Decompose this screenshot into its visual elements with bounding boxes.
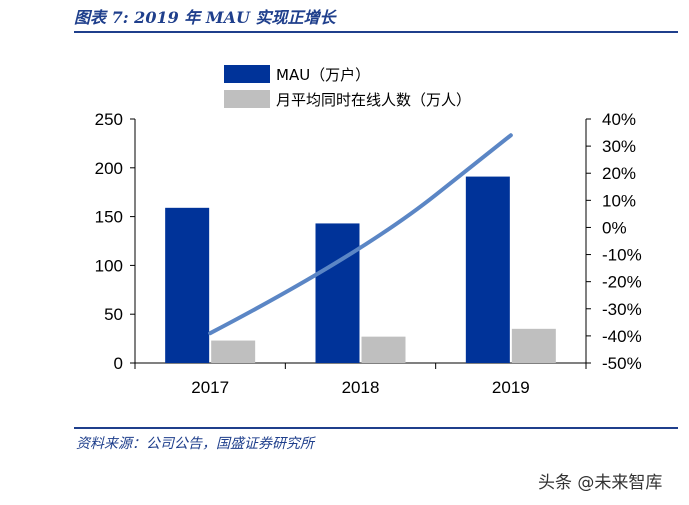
top-rule (74, 31, 678, 33)
right-tick-label: 40% (602, 110, 636, 129)
left-tick-label: 250 (95, 110, 123, 129)
legend-label-mau: MAU（万户） (276, 66, 370, 84)
watermark: 头条 @未来智库 (538, 473, 663, 493)
right-tick-label: -50% (602, 354, 642, 373)
x-tick-label: 2019 (492, 378, 530, 397)
legend-swatch-mau (224, 65, 270, 83)
left-tick-label: 50 (104, 305, 123, 324)
legend-swatch-concurrent (224, 90, 270, 108)
source-note: 资料来源：公司公告，国盛证券研究所 (76, 436, 314, 452)
figure-title: 图表 7: 2019 年 MAU 实现正增长 (74, 8, 336, 27)
left-tick-label: 200 (95, 159, 123, 178)
right-tick-label: -20% (602, 273, 642, 292)
left-tick-label: 150 (95, 208, 123, 227)
bottom-rule (74, 427, 678, 429)
right-tick-label: 10% (602, 191, 636, 210)
legend-label-concurrent: 月平均同时在线人数（万人） (276, 91, 471, 109)
left-tick-label: 100 (95, 256, 123, 275)
mau-bar (315, 223, 360, 363)
concurrent-users-bar (361, 336, 406, 363)
right-tick-label: -30% (602, 300, 642, 319)
mau-bar (465, 176, 510, 363)
left-tick-label: 0 (114, 354, 123, 373)
mau-bar (165, 207, 210, 363)
x-tick-label: 2017 (191, 378, 229, 397)
right-tick-label: -10% (602, 246, 642, 265)
x-tick-label: 2018 (342, 378, 380, 397)
concurrent-users-bar (211, 340, 256, 363)
growth-rate-line (208, 133, 513, 336)
concurrent-users-bar (511, 328, 556, 363)
right-tick-label: 0% (602, 218, 627, 237)
right-tick-label: 30% (602, 137, 636, 156)
right-tick-label: -40% (602, 327, 642, 346)
right-tick-label: 20% (602, 164, 636, 183)
